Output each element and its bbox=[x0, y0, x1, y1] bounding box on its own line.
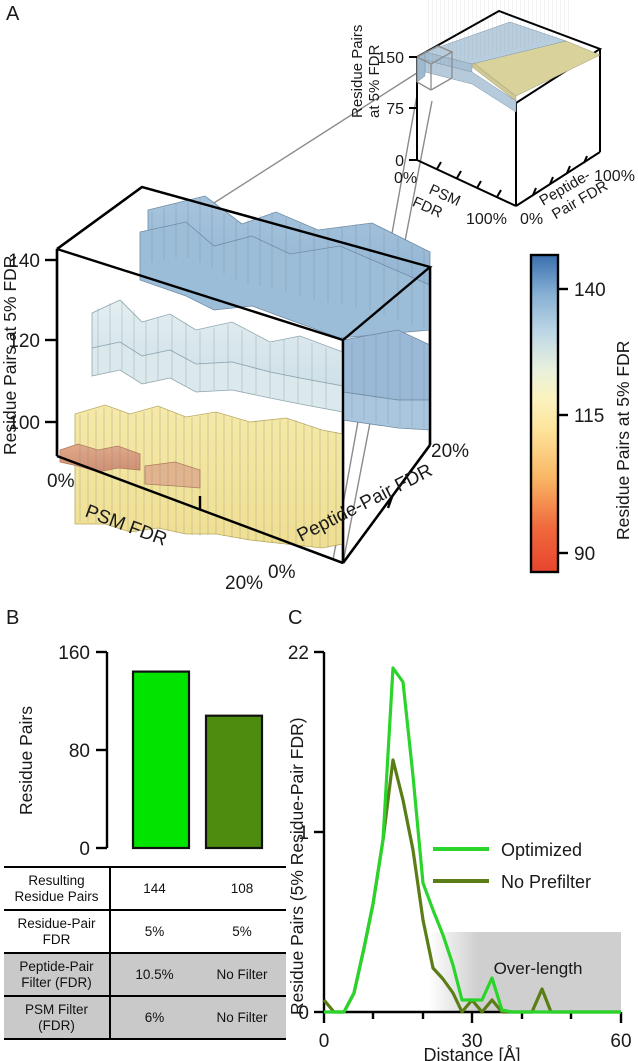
inset-z-tick-0: 0 bbox=[395, 153, 404, 170]
surface-ribbing bbox=[79, 197, 425, 548]
colorbar-tick-90: 90 bbox=[574, 544, 595, 565]
rowhead-line2: (FDR) bbox=[38, 1017, 75, 1033]
table-cell-r1-c2: 5% bbox=[198, 909, 286, 954]
inset-x-tick-min: 0% bbox=[394, 170, 417, 187]
rowhead-line2: FDR bbox=[42, 931, 71, 947]
inset-3d-plot: 150 75 0 Residue Pairs at 5% FDR 0% 100%… bbox=[349, 0, 635, 228]
table-cell-r0-c1: 144 bbox=[110, 865, 198, 911]
inset-z-ticks bbox=[409, 56, 417, 161]
inset-x-tick-max: 100% bbox=[466, 211, 507, 228]
panel-b-bar-optimized bbox=[131, 670, 191, 850]
panel-c-series-optimized bbox=[324, 666, 621, 1014]
main-y-tick-max: 20% bbox=[431, 441, 469, 462]
panel-a-svg: 150 75 0 Residue Pairs at 5% FDR 0% 100%… bbox=[0, 0, 635, 594]
table-cell-r2-c2: No Filter bbox=[198, 952, 286, 997]
panel-c-xtick-0: 0 bbox=[319, 1031, 330, 1052]
table-row: Residue-Pair FDR 5% 5% bbox=[4, 909, 286, 954]
main-3d-plot: 140 120 100 Residue Pairs at 5% FDR 0% 2… bbox=[0, 185, 469, 594]
colorbar-ticks bbox=[558, 287, 568, 555]
inset-y-tick-min: 0% bbox=[520, 211, 543, 228]
table-rowheader-residue-pair-fdr: Residue-Pair FDR bbox=[4, 909, 111, 954]
main-y-tick-min: 0% bbox=[268, 562, 296, 583]
inset-x-ticks bbox=[436, 161, 502, 198]
main-x-tick-min: 0% bbox=[47, 471, 75, 492]
rowhead-line2: Residue Pairs bbox=[14, 888, 99, 904]
over-length-annotation: Over-length bbox=[494, 959, 583, 978]
panel-label-a: A bbox=[6, 3, 20, 25]
inset-z-axis-label-line2: at 5% FDR bbox=[366, 44, 383, 118]
inset-z-tick-150: 150 bbox=[377, 50, 404, 67]
colorbar-gradient bbox=[529, 253, 560, 574]
main-x-tick-max: 20% bbox=[225, 573, 263, 594]
panel-c-ytick-22: 22 bbox=[288, 643, 309, 664]
rowhead-line1: Peptide-Pair bbox=[19, 959, 94, 975]
colorbar-axis-label: Residue Pairs at 5% FDR bbox=[613, 341, 633, 540]
panel-a: 150 75 0 Residue Pairs at 5% FDR 0% 100%… bbox=[0, 0, 635, 594]
panel-c-ytick-0: 0 bbox=[298, 1003, 309, 1024]
table-row: PSM Filter (FDR) 6% No Filter bbox=[4, 995, 286, 1041]
panel-b-ytick-80: 80 bbox=[69, 741, 90, 762]
panel-c-y-axis bbox=[314, 650, 326, 1014]
panel-label-b: B bbox=[6, 607, 20, 629]
panel-c-svg: Over-length 22 1 0 Residue Pairs (5% Res… bbox=[287, 643, 632, 1061]
panel-b-y-axis bbox=[96, 650, 109, 850]
main-z-axis-label: Residue Pairs at 5% FDR bbox=[0, 256, 20, 455]
table-rowheader-resulting-residue-pairs: Resulting Residue Pairs bbox=[4, 865, 111, 911]
panel-b-y-axis-label: Residue Pairs bbox=[16, 706, 36, 815]
table-cell-r1-c1: 5% bbox=[110, 909, 198, 954]
inset-y-ticks bbox=[532, 155, 588, 196]
panel-b-bar-no-prefilter bbox=[204, 714, 264, 850]
panel-c-xtick-30: 30 bbox=[461, 1031, 482, 1052]
rowhead-line2: Filter (FDR) bbox=[21, 974, 92, 990]
main-z-tick-140: 140 bbox=[8, 251, 40, 272]
table-cell-r3-c1: 6% bbox=[110, 995, 198, 1041]
panel-b-chart: 160 80 0 Residue Pairs bbox=[0, 600, 300, 871]
panel-c-ytick-1: 1 bbox=[298, 823, 309, 844]
panel-c-xtick-60: 60 bbox=[610, 1031, 631, 1052]
inset-selection-cube bbox=[416, 45, 454, 91]
table-rowheader-peptide-pair-filter: Peptide-Pair Filter (FDR) bbox=[4, 952, 111, 997]
main-y-ticks bbox=[386, 496, 394, 509]
panel-b-table: Resulting Residue Pairs 144 108 Residue-… bbox=[4, 865, 286, 1041]
rowhead-line1: PSM Filter bbox=[24, 1002, 88, 1018]
panel-c-y-axis-label: Residue Pairs (5% Residue-Pair FDR) bbox=[287, 717, 307, 1015]
panel-b-svg: 160 80 0 Residue Pairs bbox=[16, 643, 264, 860]
table-cell-r3-c2: No Filter bbox=[198, 995, 286, 1041]
colorbar-tick-115: 115 bbox=[574, 406, 604, 427]
panel-b-ytick-160: 160 bbox=[58, 643, 90, 664]
panel-label-c: C bbox=[288, 607, 303, 629]
table-row: Resulting Residue Pairs 144 108 bbox=[4, 865, 286, 911]
inset-z-axis-label-line1: Residue Pairs bbox=[349, 25, 366, 118]
legend-label-no-prefilter: No Prefilter bbox=[501, 872, 591, 892]
inset-surface bbox=[416, 0, 601, 113]
inset-y-tick-max: 100% bbox=[594, 168, 635, 185]
table-row: Peptide-Pair Filter (FDR) 10.5% No Filte… bbox=[4, 952, 286, 997]
main-z-tick-120: 120 bbox=[8, 331, 40, 352]
main-z-tick-100: 100 bbox=[8, 413, 40, 434]
legend-label-optimized: Optimized bbox=[501, 840, 582, 860]
panel-c-legend: Optimized No Prefilter bbox=[433, 840, 591, 892]
panel-c-x-axis-label: Distance [Å] bbox=[423, 1045, 520, 1061]
table-cell-r2-c1: 10.5% bbox=[110, 952, 198, 997]
table-cell-r0-c2: 108 bbox=[198, 865, 286, 911]
main-z-ticks bbox=[45, 258, 57, 424]
colorbar: 140 115 90 Residue Pairs at 5% FDR bbox=[529, 253, 633, 574]
table-rowheader-psm-filter: PSM Filter (FDR) bbox=[4, 995, 111, 1041]
panel-c-x-axis bbox=[322, 1010, 623, 1023]
panel-c-chart: Over-length 22 1 0 Residue Pairs (5% Res… bbox=[285, 600, 638, 1061]
colorbar-tick-140: 140 bbox=[574, 280, 606, 301]
panel-b-ytick-0: 0 bbox=[79, 839, 90, 860]
inset-z-tick-75: 75 bbox=[386, 101, 404, 118]
rowhead-line1: Resulting bbox=[28, 873, 85, 888]
rowhead-line1: Residue-Pair bbox=[17, 916, 96, 932]
